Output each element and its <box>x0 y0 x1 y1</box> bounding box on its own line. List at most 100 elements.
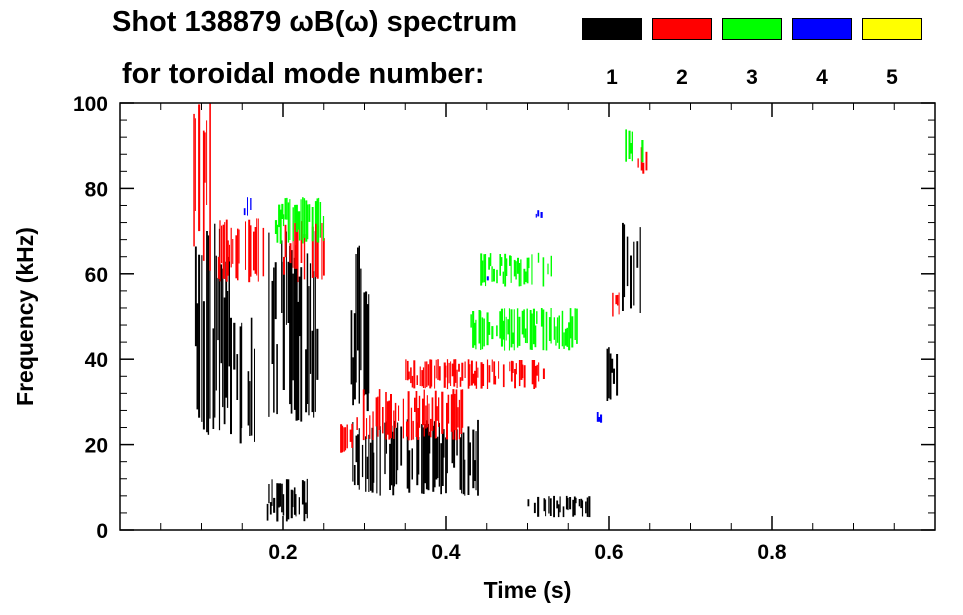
spectral-streak <box>276 224 279 243</box>
spectral-streak <box>410 407 413 441</box>
y-tick-label: 20 <box>85 435 108 458</box>
spectral-streak <box>456 369 458 389</box>
spectral-streak <box>556 500 559 509</box>
spectral-streak <box>553 317 555 340</box>
spectral-streak <box>531 360 534 385</box>
spectral-streak <box>390 425 393 486</box>
spectral-streak <box>206 231 208 433</box>
spectral-streak <box>397 422 399 471</box>
spectral-streak <box>253 231 255 271</box>
blob-n=3-2 <box>480 252 552 287</box>
y-tick-label: 60 <box>85 264 108 287</box>
spectral-streak <box>238 229 240 264</box>
spectral-streak <box>427 423 430 491</box>
spectral-streak <box>373 452 375 483</box>
spectral-streak <box>395 427 398 485</box>
spectral-streak <box>217 256 220 279</box>
spectral-streak <box>393 410 395 439</box>
spectral-streak <box>491 266 493 282</box>
x-tick-label: 0.4 <box>431 541 461 564</box>
spectral-streak <box>488 322 491 335</box>
spectral-streak <box>445 437 447 494</box>
blob-n=1-3 <box>268 231 319 422</box>
spectral-streak <box>222 224 225 279</box>
spectral-streak <box>520 360 523 380</box>
spectral-streak <box>365 436 367 492</box>
blob-n=3-0 <box>274 197 325 244</box>
spectral-streak <box>525 271 527 282</box>
spectral-streak <box>548 496 550 514</box>
spectral-streak <box>356 417 358 430</box>
spectral-streak <box>318 197 320 243</box>
spectral-streak <box>422 398 424 426</box>
spectral-streak <box>642 162 645 174</box>
spectral-streak <box>481 317 484 350</box>
spectral-streak <box>441 432 444 486</box>
spectral-streak <box>305 200 308 242</box>
spectral-streak <box>512 361 514 373</box>
spectral-streak <box>257 218 259 282</box>
spectral-streak <box>518 360 521 387</box>
spectral-streak <box>585 501 587 514</box>
spectral-streak <box>226 291 229 408</box>
spectral-streak <box>508 308 510 351</box>
spectral-streak <box>501 257 503 266</box>
spectral-streak <box>306 204 309 240</box>
spectral-streak <box>564 328 567 346</box>
spectral-streak <box>297 301 300 421</box>
spectral-streak <box>537 210 540 217</box>
spectral-streak <box>271 280 274 364</box>
spectral-streak <box>292 490 294 508</box>
spectral-streak <box>611 358 614 373</box>
spectral-streak <box>313 271 315 418</box>
spectral-streak <box>426 395 428 428</box>
spectral-streak <box>455 389 458 441</box>
spectral-streak <box>558 315 560 349</box>
spectral-streak <box>559 496 561 513</box>
spectral-streak <box>438 397 440 427</box>
y-tick-label: 80 <box>85 178 108 201</box>
spectral-streak <box>408 371 410 380</box>
spectral-streak <box>454 393 456 431</box>
spectral-streak <box>543 498 546 512</box>
spectral-streak <box>283 256 285 275</box>
spectral-streak <box>499 254 501 276</box>
blob-n=2-3 <box>340 423 354 453</box>
spectral-streak <box>538 362 540 382</box>
spectral-streak <box>227 240 229 276</box>
spectral-streak <box>363 292 365 396</box>
blob-n=4-1 <box>486 276 489 281</box>
spectral-streak <box>402 398 404 439</box>
spectral-streak <box>527 499 530 507</box>
spectral-streak <box>198 104 201 232</box>
spectral-streak <box>581 500 584 517</box>
spectral-streak <box>617 294 619 306</box>
spectral-streak <box>556 317 559 343</box>
spectral-streak <box>220 264 222 364</box>
spectral-streak <box>580 498 583 509</box>
spectral-streak <box>600 414 603 423</box>
spectral-streak <box>314 201 317 224</box>
x-tick-label: 0.2 <box>268 541 297 564</box>
spectral-streak <box>308 286 310 416</box>
blob-n=1-0 <box>194 223 230 435</box>
spectral-streak <box>446 359 449 390</box>
spectral-streak <box>432 425 435 492</box>
spectral-streak <box>596 412 599 422</box>
spectral-streak <box>225 219 228 282</box>
spectral-streak <box>410 367 412 384</box>
spectral-streak <box>447 394 450 424</box>
spectral-streak <box>553 495 555 518</box>
spectral-streak <box>309 263 312 374</box>
spectral-streak <box>450 361 452 386</box>
chart-subtitle: for toroidal mode number: <box>122 58 485 90</box>
spectral-streak <box>233 322 236 370</box>
spectral-streak <box>437 359 439 380</box>
spectral-streak <box>202 130 205 261</box>
spectral-streak <box>225 261 228 398</box>
y-tick-label: 40 <box>85 349 108 372</box>
spectral-streak <box>441 391 444 434</box>
spectral-streak <box>534 365 537 388</box>
spectral-streak <box>306 253 309 404</box>
